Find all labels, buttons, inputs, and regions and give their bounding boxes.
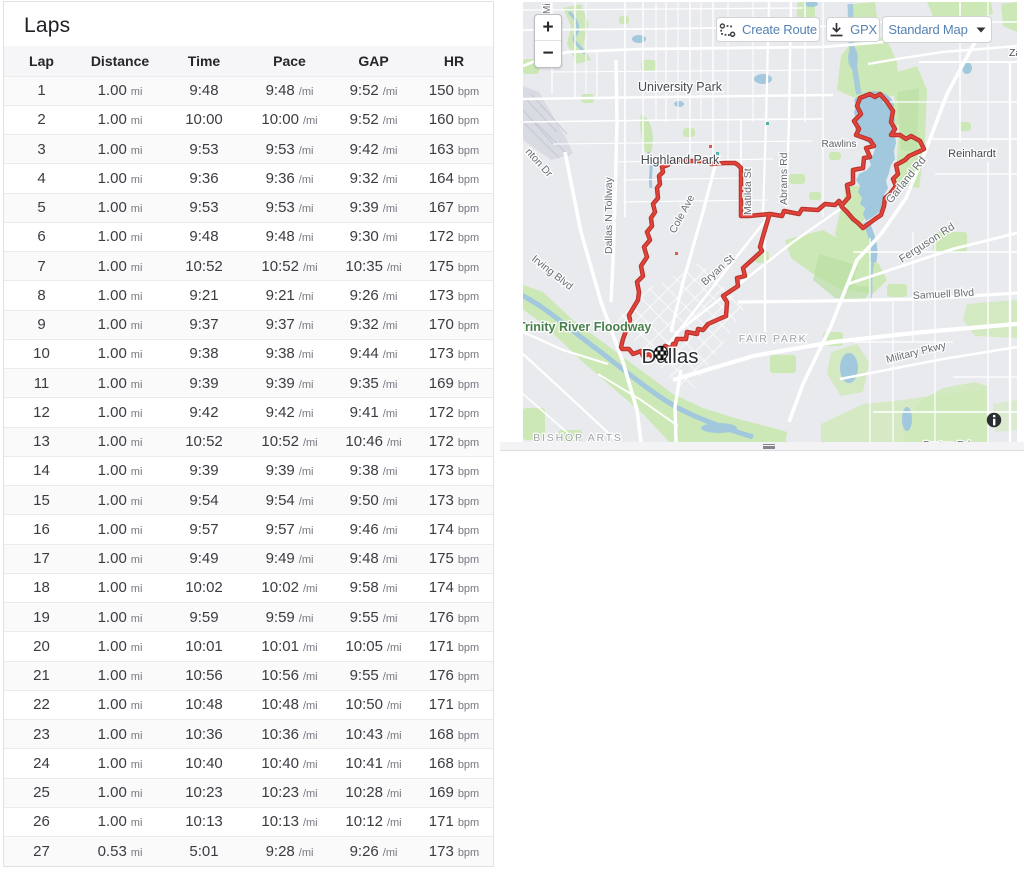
svg-text:Dallas: Dallas: [642, 345, 699, 368]
svg-text:Dallas N Tollway: Dallas N Tollway: [603, 176, 615, 254]
svg-text:Matilda St: Matilda St: [742, 168, 754, 215]
svg-text:Trinity River Floodway: Trinity River Floodway: [523, 320, 651, 334]
svg-text:University Park: University Park: [638, 80, 723, 94]
svg-text:Reinhardt: Reinhardt: [948, 148, 996, 160]
svg-text:Rawlins: Rawlins: [821, 139, 856, 150]
svg-text:Mi: Mi: [542, 3, 553, 14]
svg-text:BISHOP ARTS: BISHOP ARTS: [533, 432, 622, 442]
svg-text:Bruton Rd: Bruton Rd: [923, 439, 970, 442]
svg-text:Zach: Zach: [1009, 47, 1017, 59]
svg-text:Abrams Rd: Abrams Rd: [778, 152, 790, 205]
svg-text:Samuell Blvd: Samuell Blvd: [913, 287, 975, 302]
svg-text:Highland Park: Highland Park: [641, 153, 720, 167]
svg-text:FAIR PARK: FAIR PARK: [739, 333, 807, 345]
